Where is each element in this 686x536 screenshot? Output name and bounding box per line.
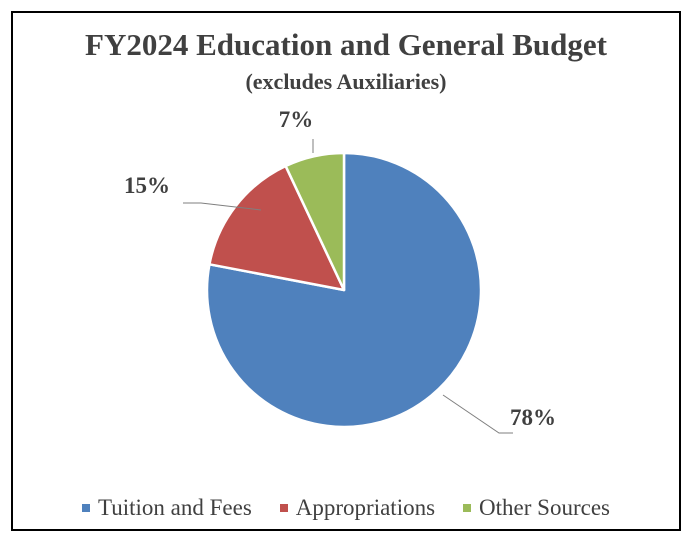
- legend-item-other-sources: Other Sources: [463, 495, 610, 521]
- data-label-tuition-and-fees: 78%: [510, 405, 556, 430]
- chart-title: FY2024 Education and General Budget: [85, 27, 607, 62]
- legend-label-tuition: Tuition and Fees: [98, 495, 252, 520]
- pie-chart: 78% 15% 7%: [124, 107, 556, 434]
- leader-line: [442, 394, 513, 434]
- legend-item-tuition: Tuition and Fees: [82, 495, 252, 521]
- legend-swatch-tuition: [82, 504, 90, 512]
- chart-legend: Tuition and Fees Appropriations Other So…: [13, 493, 679, 523]
- slice-appropriations: [208, 164, 346, 292]
- data-labels: 78% 15% 7%: [124, 107, 556, 430]
- legend-item-appropriations: Appropriations: [279, 495, 436, 521]
- slice-other-sources: [284, 151, 346, 292]
- legend-label-appropriations: Appropriations: [295, 495, 436, 520]
- pie-slices: [205, 151, 483, 429]
- leader-lines: [183, 139, 513, 434]
- legend-swatch-other-sources: [463, 504, 472, 512]
- legend-label-other-sources: Other Sources: [479, 495, 610, 520]
- chart-subtitle: (excludes Auxiliaries): [245, 69, 447, 94]
- data-label-appropriations: 15%: [124, 173, 170, 198]
- legend-swatch-appropriations: [279, 504, 288, 512]
- leader-line: [183, 202, 262, 211]
- chart-frame: FY2024 Education and General Budget (exc…: [11, 11, 681, 531]
- data-label-other-sources: 7%: [279, 107, 314, 132]
